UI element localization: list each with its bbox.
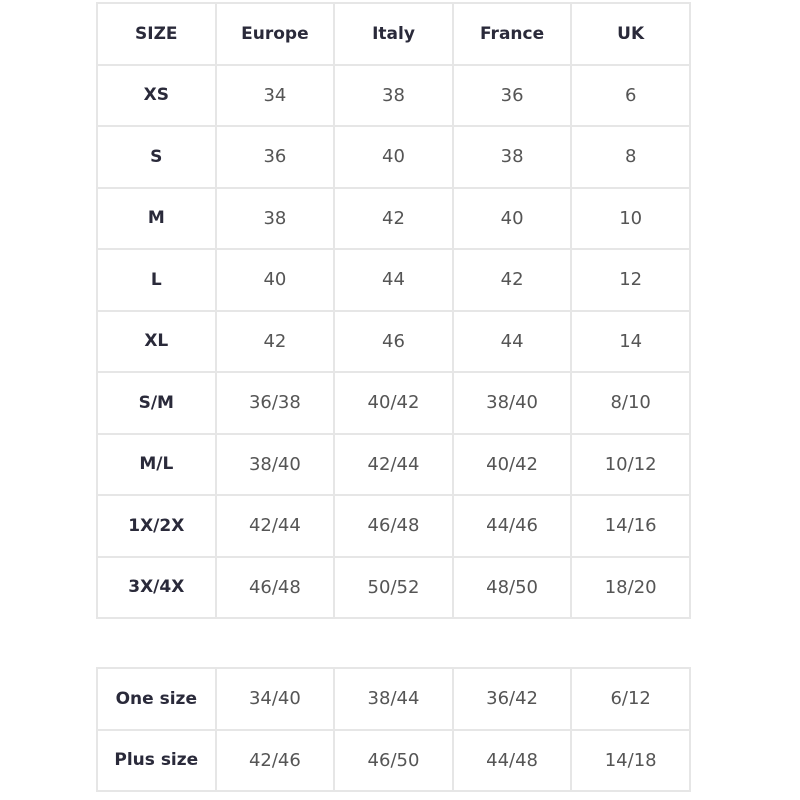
table-row: S/M 36/38 40/42 38/40 8/10 — [96, 371, 691, 435]
column-header: Italy — [333, 2, 454, 66]
size-value-cell: 42 — [333, 186, 454, 250]
size-value-cell: 40/42 — [451, 432, 573, 496]
column-header: Europe — [214, 2, 336, 66]
size-value-cell: 44/46 — [451, 494, 573, 558]
size-value-cell: 38/40 — [214, 432, 336, 496]
size-value-cell: 14/18 — [570, 728, 691, 792]
size-value-cell: 14/16 — [570, 494, 691, 558]
size-label-cell: XS — [96, 63, 217, 127]
table-row: 1X/2X 42/44 46/48 44/46 14/16 — [96, 494, 691, 558]
size-value-cell: 42 — [451, 248, 573, 312]
size-value-cell: 34 — [214, 63, 336, 127]
size-label-cell: One size — [96, 667, 217, 731]
size-value-cell: 42/46 — [214, 728, 336, 792]
size-value-cell: 40 — [214, 248, 336, 312]
size-label-cell: M/L — [96, 432, 217, 496]
size-value-cell: 38/44 — [333, 667, 454, 731]
size-value-cell: 6/12 — [570, 667, 691, 731]
size-value-cell: 46 — [333, 309, 454, 373]
size-label-cell: S/M — [96, 371, 217, 435]
one-plus-size-table: One size 34/40 38/44 36/42 6/12 Plus size 42/4… — [96, 667, 691, 792]
column-header: France — [451, 2, 573, 66]
size-value-cell: 46/48 — [214, 555, 336, 619]
size-value-cell: 10 — [570, 186, 691, 250]
size-value-cell: 36 — [451, 63, 573, 127]
size-value-cell: 40 — [451, 186, 573, 250]
size-value-cell: 46/48 — [333, 494, 454, 558]
size-value-cell: 44 — [451, 309, 573, 373]
table-row: M/L 38/40 42/44 40/42 10/12 — [96, 432, 691, 496]
size-value-cell: 38 — [451, 125, 573, 189]
size-value-cell: 36 — [214, 125, 336, 189]
table-row: Plus size 42/46 46/50 44/48 14/18 — [96, 728, 691, 792]
size-value-cell: 48/50 — [451, 555, 573, 619]
size-value-cell: 36/38 — [214, 371, 336, 435]
size-value-cell: 8/10 — [570, 371, 691, 435]
size-label-cell: 3X/4X — [96, 555, 217, 619]
size-label-cell: L — [96, 248, 217, 312]
size-value-cell: 44 — [333, 248, 454, 312]
size-value-cell: 40/42 — [333, 371, 454, 435]
size-value-cell: 10/12 — [570, 432, 691, 496]
table-row: XL 42 46 44 14 — [96, 309, 691, 373]
size-value-cell: 12 — [570, 248, 691, 312]
size-value-cell: 42 — [214, 309, 336, 373]
table-row: XS 34 38 36 6 — [96, 63, 691, 127]
size-value-cell: 8 — [570, 125, 691, 189]
table-row: One size 34/40 38/44 36/42 6/12 — [96, 667, 691, 731]
size-value-cell: 38 — [333, 63, 454, 127]
size-value-cell: 14 — [570, 309, 691, 373]
size-value-cell: 40 — [333, 125, 454, 189]
size-value-cell: 34/40 — [214, 667, 336, 731]
size-label-cell: M — [96, 186, 217, 250]
table-row: L 40 44 42 12 — [96, 248, 691, 312]
size-label-cell: Plus size — [96, 728, 217, 792]
size-label-cell: XL — [96, 309, 217, 373]
size-value-cell: 36/42 — [451, 667, 573, 731]
header-row: SIZE Europe Italy France UK — [96, 2, 691, 66]
size-chart-table: SIZE Europe Italy France UK XS 34 38 36 6 S 36 40 38 8… — [96, 2, 691, 619]
size-value-cell: 50/52 — [333, 555, 454, 619]
size-value-cell: 6 — [570, 63, 691, 127]
column-header: UK — [570, 2, 691, 66]
size-value-cell: 46/50 — [333, 728, 454, 792]
table-row: M 38 42 40 10 — [96, 186, 691, 250]
size-value-cell: 44/48 — [451, 728, 573, 792]
size-value-cell: 38/40 — [451, 371, 573, 435]
size-label-cell: 1X/2X — [96, 494, 217, 558]
size-label-cell: S — [96, 125, 217, 189]
size-value-cell: 42/44 — [333, 432, 454, 496]
column-header: SIZE — [96, 2, 217, 66]
table-row: 3X/4X 46/48 50/52 48/50 18/20 — [96, 555, 691, 619]
size-value-cell: 42/44 — [214, 494, 336, 558]
size-value-cell: 38 — [214, 186, 336, 250]
table-row: S 36 40 38 8 — [96, 125, 691, 189]
size-value-cell: 18/20 — [570, 555, 691, 619]
